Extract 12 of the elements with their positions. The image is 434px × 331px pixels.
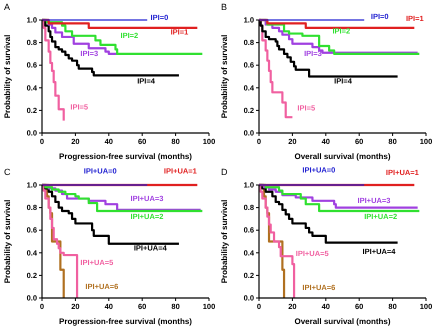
chart-title: B [221, 2, 228, 12]
y-axis-title: Probability of survival [220, 200, 229, 284]
chart-title: D [221, 167, 228, 177]
x-axis-title: Overall survival (months) [294, 317, 391, 326]
x-axis-title: Overall survival (months) [294, 152, 391, 161]
y-axis-title: Probability of survival [3, 200, 12, 284]
chart-title: C [4, 167, 11, 177]
x-axis-title: Progression-free survival (months) [59, 317, 192, 326]
y-axis-title: Probability of survival [220, 34, 229, 118]
y-axis-title: Probability of survival [3, 34, 12, 118]
x-axis-title: Progression-free survival (months) [59, 152, 192, 161]
chart-title: A [4, 2, 10, 12]
